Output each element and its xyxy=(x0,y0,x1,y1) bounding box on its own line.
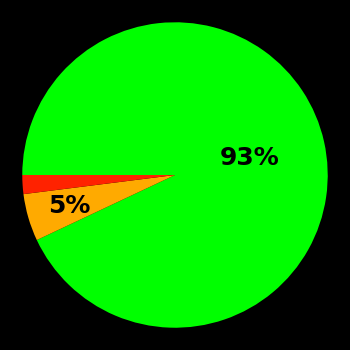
Wedge shape xyxy=(22,175,175,194)
Text: 5%: 5% xyxy=(48,194,91,218)
Wedge shape xyxy=(23,175,175,240)
Wedge shape xyxy=(22,22,328,328)
Text: 93%: 93% xyxy=(220,146,279,170)
